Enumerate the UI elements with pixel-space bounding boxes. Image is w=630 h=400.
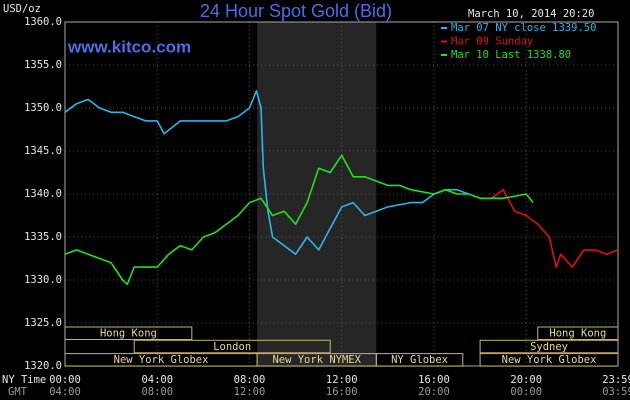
session-box [64,326,193,340]
x2-tick-label: 20:00 [418,386,450,398]
y-tick-label: 1330.0 [24,274,62,286]
session-label: New York Globex [502,354,597,366]
chart-title: 24 Hour Spot Gold (Bid) [200,1,392,21]
y-tick-label: 1360.0 [24,16,62,28]
session-label: New York NYMEX [272,354,361,366]
x-axis-label: NY Time [2,374,46,386]
watermark: www.kitco.com [67,37,191,56]
session-label: Sydney [530,341,568,353]
y-tick-label: 1335.0 [24,231,62,243]
x2-tick-label: 16:00 [326,386,358,398]
x-tick-label: 12:00 [326,374,358,386]
session-label: Hong Kong [549,328,606,340]
session-box [133,339,331,354]
y-axis-label: USD/oz [3,3,41,15]
highlight-band [257,22,377,366]
x2-tick-label: 08:00 [141,386,173,398]
y-tick-label: 1325.0 [24,317,62,329]
session-label: London [213,341,251,353]
x-tick-label: 16:00 [418,374,450,386]
x2-tick-label: 12:00 [234,386,266,398]
session-box [537,326,619,340]
x2-tick-label: 00:00 [510,386,542,398]
session-label: New York Globex [114,354,209,366]
y-tick-label: 1340.0 [24,188,62,200]
price-line [64,154,534,286]
x2-tick-label: 04:00 [49,386,81,398]
price-line [64,90,469,255]
x2-axis-label: GMT [8,386,28,398]
x2-tick-label: 03:59 [602,386,630,398]
x-tick-label: 04:00 [141,374,173,386]
x-tick-label: 20:00 [510,374,542,386]
y-tick-label: 1345.0 [24,145,62,157]
y-tick-label: 1320.0 [24,360,62,372]
y-tick-label: 1350.0 [24,102,62,114]
price-line [480,188,619,268]
timestamp: March 10, 2014 20:20 [468,8,594,20]
session-box [375,353,464,367]
session-label: NY Globex [391,354,448,366]
x-tick-label: 23:59 [602,374,630,386]
x-tick-label: 08:00 [234,374,266,386]
session-label: Hong Kong [100,328,157,340]
legend-label: Mar 10 Last 1338.80 [451,49,571,61]
x-tick-label: 00:00 [49,374,81,386]
session-box [479,339,619,354]
legend-label: Mar 07 NY close 1339.50 [451,22,596,34]
session-box [479,353,619,367]
legend-label: Mar 09 Sunday [451,36,533,48]
y-tick-label: 1355.0 [24,59,62,71]
